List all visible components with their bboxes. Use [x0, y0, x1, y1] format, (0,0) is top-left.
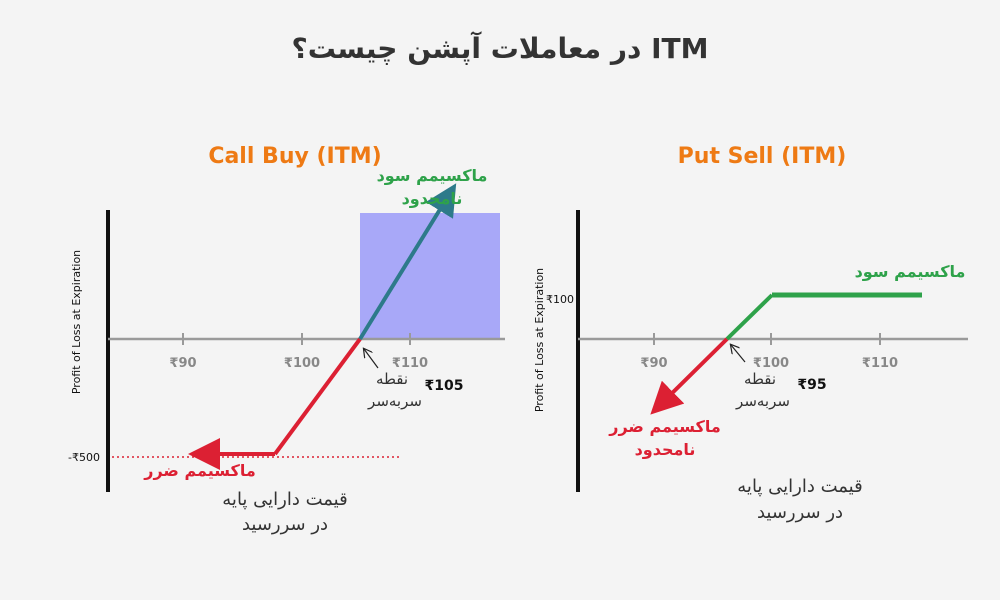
profit-level-label: ₹100 — [546, 293, 574, 306]
max-profit-label: ماکسیمم سود — [855, 262, 966, 281]
max-profit-label-2: نامحدود — [402, 189, 463, 208]
breakeven-pointer — [364, 349, 379, 369]
breakeven-label-1: نقطه — [744, 370, 776, 388]
tick-label-100: ₹100 — [284, 356, 320, 371]
x-axis-caption-2: در سررسید — [757, 502, 843, 523]
breakeven-label-2: سربه‌سر — [367, 392, 422, 410]
breakeven-label-1: نقطه — [376, 370, 408, 388]
tick-label-90: ₹90 — [640, 356, 667, 371]
breakeven-label-2: سربه‌سر — [735, 392, 790, 410]
put-sell-title: Put Sell (ITM) — [678, 144, 847, 169]
tick-label-110: ₹110 — [392, 356, 428, 371]
x-axis-caption-1: قیمت دارایی پایه — [222, 489, 347, 510]
x-axis-caption-1: قیمت دارایی پایه — [737, 476, 862, 497]
profit-zone-shade — [360, 213, 500, 338]
tick-label-90: ₹90 — [169, 356, 196, 371]
max-loss-label: ماکسیمم ضرر — [143, 461, 256, 480]
page-title: ITM در معاملات آپشن چیست؟ — [291, 31, 708, 65]
x-axis-caption-2: در سررسید — [242, 514, 328, 535]
tick-label-110: ₹110 — [862, 356, 898, 371]
max-loss-label-1: ماکسیمم ضرر — [608, 417, 721, 436]
loss-level-label: -₹500 — [68, 451, 100, 464]
breakeven-pointer — [731, 345, 746, 363]
breakeven-value: ₹95 — [797, 377, 826, 393]
tick-label-100: ₹100 — [753, 356, 789, 371]
y-axis-label: Profit of Loss at Expiration — [533, 268, 546, 412]
max-profit-label-1: ماکسیمم سود — [377, 166, 488, 185]
max-loss-label-2: نامحدود — [635, 440, 696, 459]
put-sell-chart: Put Sell (ITM) ₹90 ₹100 ₹110 Profit of L… — [533, 144, 968, 523]
call-buy-title: Call Buy (ITM) — [208, 144, 381, 169]
profit-payoff-arrow — [358, 183, 457, 341]
loss-payoff-segment — [273, 337, 362, 456]
loss-payoff-arrow — [650, 337, 729, 415]
y-axis-label: Profit of Loss at Expiration — [70, 250, 83, 394]
call-buy-chart: Call Buy (ITM) ₹90 ₹100 ₹110 Profit of L… — [68, 144, 505, 535]
breakeven-value: ₹105 — [425, 378, 464, 394]
profit-payoff-segment — [725, 293, 774, 341]
